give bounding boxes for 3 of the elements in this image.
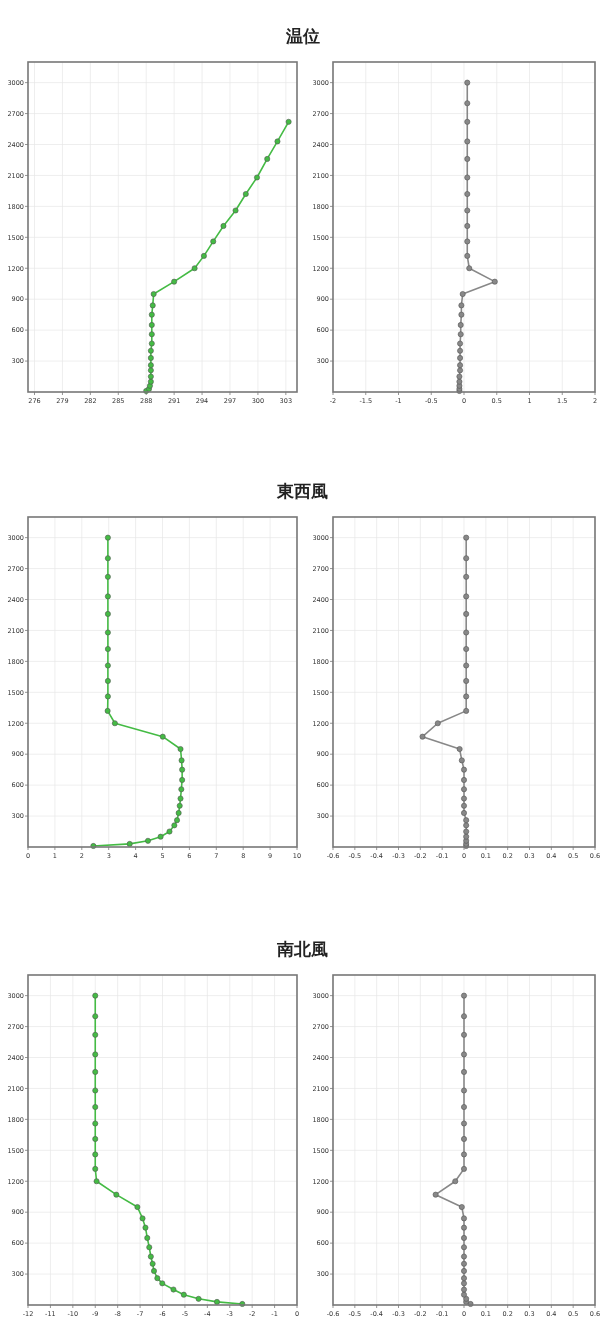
chart-title: 南北風 [276,939,328,959]
chart-title: 温位 [284,26,320,46]
chart-title: 東西風 [276,481,328,501]
